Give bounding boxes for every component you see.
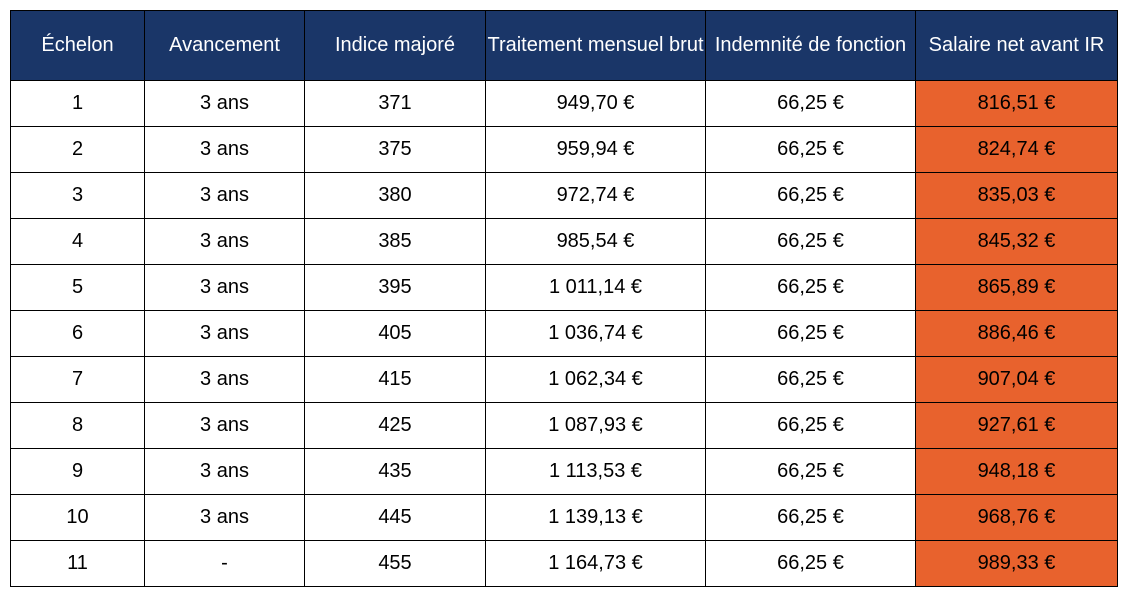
table-cell: 66,25 € (706, 127, 916, 173)
table-row: 63 ans4051 036,74 €66,25 €886,46 € (11, 311, 1118, 357)
table-cell: 8 (11, 403, 145, 449)
col-header-echelon: Échelon (11, 11, 145, 81)
table-row: 93 ans4351 113,53 €66,25 €948,18 € (11, 449, 1118, 495)
table-cell: 5 (11, 265, 145, 311)
table-cell: 3 (11, 173, 145, 219)
table-cell: 927,61 € (916, 403, 1118, 449)
table-cell: 1 062,34 € (486, 357, 706, 403)
table-cell: 66,25 € (706, 449, 916, 495)
table-cell: 816,51 € (916, 81, 1118, 127)
table-cell: 824,74 € (916, 127, 1118, 173)
header-row: Échelon Avancement Indice majoré Traitem… (11, 11, 1118, 81)
table-cell: 10 (11, 495, 145, 541)
table-cell: 66,25 € (706, 403, 916, 449)
table-cell: - (145, 541, 305, 587)
table-cell: 66,25 € (706, 541, 916, 587)
table-cell: 948,18 € (916, 449, 1118, 495)
table-cell: 395 (305, 265, 486, 311)
table-cell: 968,76 € (916, 495, 1118, 541)
table-cell: 11 (11, 541, 145, 587)
table-cell: 3 ans (145, 449, 305, 495)
table-cell: 3 ans (145, 311, 305, 357)
table-cell: 865,89 € (916, 265, 1118, 311)
table-cell: 845,32 € (916, 219, 1118, 265)
table-row: 83 ans4251 087,93 €66,25 €927,61 € (11, 403, 1118, 449)
table-cell: 66,25 € (706, 265, 916, 311)
table-cell: 907,04 € (916, 357, 1118, 403)
col-header-indemnite: Indemnité de fonction (706, 11, 916, 81)
table-cell: 371 (305, 81, 486, 127)
table-cell: 972,74 € (486, 173, 706, 219)
table-cell: 1 011,14 € (486, 265, 706, 311)
table-cell: 66,25 € (706, 173, 916, 219)
table-cell: 985,54 € (486, 219, 706, 265)
table-cell: 380 (305, 173, 486, 219)
table-cell: 2 (11, 127, 145, 173)
table-body: 13 ans371949,70 €66,25 €816,51 €23 ans37… (11, 81, 1118, 587)
table-cell: 66,25 € (706, 311, 916, 357)
table-cell: 66,25 € (706, 81, 916, 127)
table-cell: 66,25 € (706, 495, 916, 541)
table-cell: 886,46 € (916, 311, 1118, 357)
table-cell: 949,70 € (486, 81, 706, 127)
col-header-avancement: Avancement (145, 11, 305, 81)
table-cell: 415 (305, 357, 486, 403)
table-cell: 3 ans (145, 265, 305, 311)
table-cell: 375 (305, 127, 486, 173)
table-cell: 835,03 € (916, 173, 1118, 219)
table-cell: 9 (11, 449, 145, 495)
table-head: Échelon Avancement Indice majoré Traitem… (11, 11, 1118, 81)
table-cell: 3 ans (145, 219, 305, 265)
table-cell: 3 ans (145, 81, 305, 127)
col-header-traitement: Traitement mensuel brut (486, 11, 706, 81)
table-row: 43 ans385985,54 €66,25 €845,32 € (11, 219, 1118, 265)
table-cell: 405 (305, 311, 486, 357)
table-row: 33 ans380972,74 €66,25 €835,03 € (11, 173, 1118, 219)
table-cell: 959,94 € (486, 127, 706, 173)
table-cell: 66,25 € (706, 219, 916, 265)
table-cell: 3 ans (145, 495, 305, 541)
table-cell: 3 ans (145, 173, 305, 219)
table-cell: 3 ans (145, 127, 305, 173)
table-row: 13 ans371949,70 €66,25 €816,51 € (11, 81, 1118, 127)
table-row: 73 ans4151 062,34 €66,25 €907,04 € (11, 357, 1118, 403)
table-cell: 3 ans (145, 357, 305, 403)
col-header-salaire-net: Salaire net avant IR (916, 11, 1118, 81)
table-row: 103 ans4451 139,13 €66,25 €968,76 € (11, 495, 1118, 541)
table-cell: 66,25 € (706, 357, 916, 403)
table-cell: 455 (305, 541, 486, 587)
table-cell: 445 (305, 495, 486, 541)
table-cell: 6 (11, 311, 145, 357)
table-cell: 1 036,74 € (486, 311, 706, 357)
table-cell: 1 087,93 € (486, 403, 706, 449)
table-cell: 3 ans (145, 403, 305, 449)
table-cell: 7 (11, 357, 145, 403)
table-cell: 1 (11, 81, 145, 127)
table-row: 53 ans3951 011,14 €66,25 €865,89 € (11, 265, 1118, 311)
table-cell: 425 (305, 403, 486, 449)
table-row: 23 ans375959,94 €66,25 €824,74 € (11, 127, 1118, 173)
table-row: 11-4551 164,73 €66,25 €989,33 € (11, 541, 1118, 587)
salary-table: Échelon Avancement Indice majoré Traitem… (10, 10, 1118, 587)
table-cell: 385 (305, 219, 486, 265)
table-cell: 435 (305, 449, 486, 495)
table-cell: 1 164,73 € (486, 541, 706, 587)
table-cell: 1 139,13 € (486, 495, 706, 541)
col-header-indice: Indice majoré (305, 11, 486, 81)
table-cell: 1 113,53 € (486, 449, 706, 495)
table-cell: 989,33 € (916, 541, 1118, 587)
table-cell: 4 (11, 219, 145, 265)
